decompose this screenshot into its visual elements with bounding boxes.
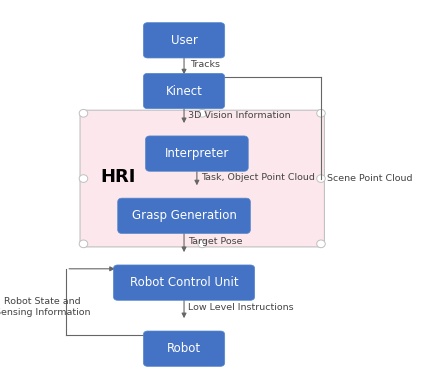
Text: 3D Vision Information: 3D Vision Information <box>188 111 291 121</box>
FancyBboxPatch shape <box>143 23 225 58</box>
Text: HRI: HRI <box>100 168 135 185</box>
Text: Interpreter: Interpreter <box>165 147 229 160</box>
Circle shape <box>198 109 206 117</box>
Circle shape <box>317 240 325 248</box>
Text: Grasp Generation: Grasp Generation <box>131 209 237 222</box>
Text: Robot Control Unit: Robot Control Unit <box>130 276 238 289</box>
FancyBboxPatch shape <box>113 265 255 300</box>
FancyBboxPatch shape <box>143 331 225 366</box>
Circle shape <box>79 109 88 117</box>
Text: Robot State and
Sensing Information: Robot State and Sensing Information <box>0 298 91 317</box>
Circle shape <box>317 175 325 182</box>
FancyBboxPatch shape <box>146 136 248 171</box>
Text: Target Pose: Target Pose <box>188 237 243 246</box>
Text: Low Level Instructions: Low Level Instructions <box>188 303 294 312</box>
FancyBboxPatch shape <box>80 110 324 247</box>
Circle shape <box>79 175 88 182</box>
Circle shape <box>198 240 206 248</box>
Text: User: User <box>171 34 197 47</box>
Text: Kinect: Kinect <box>166 84 202 98</box>
Text: Robot: Robot <box>167 342 201 355</box>
Circle shape <box>79 240 88 248</box>
FancyBboxPatch shape <box>143 73 225 109</box>
Text: Tracks: Tracks <box>190 60 220 69</box>
Text: Scene Point Cloud: Scene Point Cloud <box>327 174 413 183</box>
Text: Task, Object Point Cloud: Task, Object Point Cloud <box>201 173 315 182</box>
Circle shape <box>317 109 325 117</box>
FancyBboxPatch shape <box>118 198 250 233</box>
